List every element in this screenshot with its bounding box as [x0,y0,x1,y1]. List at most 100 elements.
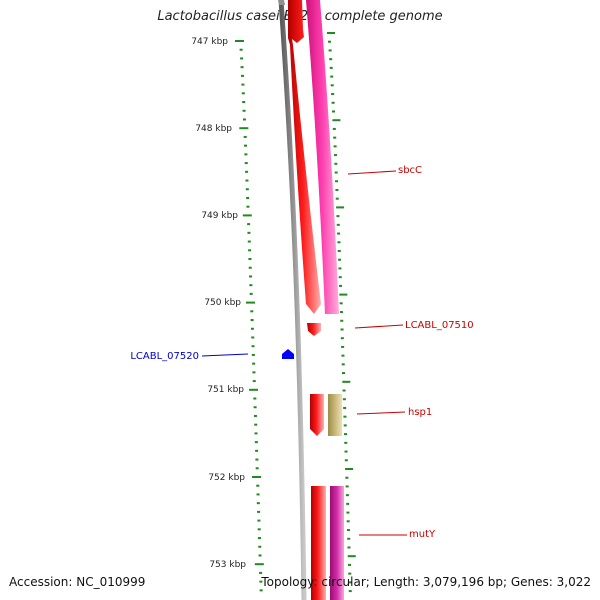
outer-ruler-tick [341,363,345,366]
inner-ruler-tick [255,449,259,452]
outer-ruler-major-tick [327,32,335,34]
outer-ruler-tick [339,311,343,314]
gene-mutY-red-block[interactable] [311,486,326,600]
outer-ruler-tick [340,337,344,340]
inner-ruler-tick [251,336,255,339]
inner-ruler-tick [242,109,246,112]
outer-ruler-tick [338,276,342,279]
outer-ruler-tick [340,328,344,331]
inner-ruler-tick [259,571,263,574]
label-hsp1[interactable]: hsp1 [408,407,432,418]
outer-ruler-tick [328,49,332,52]
outer-ruler-tick [339,302,343,305]
outer-ruler-tick [331,101,335,104]
outer-ruler-tick [347,563,351,566]
inner-ruler-tick [250,310,254,313]
inner-ruler-tick [257,519,261,522]
inner-ruler-major-tick [254,563,264,566]
inner-ruler-tick [247,231,251,234]
inner-ruler-tick [252,362,256,365]
inner-ruler-tick [257,528,261,531]
inner-ruler-major-tick [245,301,255,304]
ruler-label-747: 747 kbp [191,37,228,47]
inner-ruler-tick [251,345,255,348]
outer-ruler-tick [327,40,331,43]
inner-ruler-tick [241,83,245,86]
inner-ruler-tick [240,66,244,69]
inner-ruler [235,40,264,592]
outer-ruler-tick [342,389,346,392]
inner-ruler-tick [257,510,261,513]
inner-ruler-tick [254,432,258,435]
outer-ruler-tick [343,424,347,427]
inner-ruler-tick [249,292,253,295]
inner-ruler-tick [244,162,248,165]
inner-ruler-tick [255,467,259,470]
inner-ruler-tick [253,414,257,417]
inner-ruler-tick [245,188,249,191]
inner-ruler-major-tick [235,40,244,42]
inner-ruler-tick [240,74,244,77]
outer-ruler-tick [329,58,333,61]
gene-hsp1-khaki-block[interactable] [328,394,342,436]
inner-ruler-tick [246,205,250,208]
leader-sbcC [347,170,397,175]
inner-ruler-tick [241,92,245,95]
gene-hsp1-red-arrow[interactable] [310,394,324,436]
inner-ruler-tick [258,545,262,548]
ruler-labels: 747 kbp 748 kbp 749 kbp 750 kbp 751 kbp … [191,37,246,570]
gene-LCABL_07520-arrow[interactable] [282,349,294,359]
inner-ruler-tick [243,135,247,138]
inner-ruler-tick [250,319,254,322]
inner-ruler-tick [248,249,252,252]
leader-hsp1 [356,411,406,415]
leader-LCABL_07510 [354,324,404,329]
label-sbcC[interactable]: sbcC [398,165,422,176]
inner-ruler-tick [258,554,262,557]
outer-ruler-major-tick [332,119,341,122]
outer-ruler-major-tick [336,206,345,209]
inner-ruler-tick [242,101,246,104]
outer-ruler-tick [335,188,339,191]
inner-ruler-tick [254,423,258,426]
label-LCABL_07520[interactable]: LCABL_07520 [130,351,199,362]
inner-ruler-tick [246,196,250,199]
outer-ruler-tick [335,197,339,200]
inner-ruler-tick [245,170,249,173]
inner-ruler-tick [255,458,259,461]
outer-ruler-tick [347,537,351,540]
inner-ruler-tick [259,589,263,592]
outer-ruler-tick [342,372,346,375]
outer-ruler-tick [341,345,345,348]
outer-ruler-tick [334,162,338,165]
outer-ruler-tick [343,406,347,409]
outer-ruler-tick [330,75,334,78]
outer-ruler-tick [344,450,348,453]
leader-LCABL_07520 [201,353,249,357]
summary-text: Topology: circular; Length: 3,079,196 bp… [261,575,591,589]
outer-ruler-tick [338,258,342,261]
outer-ruler-tick [341,354,345,357]
outer-ruler-tick [346,529,350,532]
inner-ruler-tick [257,537,261,540]
inner-ruler-tick [253,397,257,400]
gene-sbcC-arrow[interactable] [306,0,339,314]
gene-mutY-magenta-block[interactable] [330,486,344,600]
outer-ruler-tick [346,502,350,505]
outer-ruler-tick [330,84,334,87]
outer-ruler-tick [333,136,337,139]
ruler-label-752: 752 kbp [208,473,245,483]
ruler-label-748: 748 kbp [195,124,232,134]
label-mutY[interactable]: mutY [409,529,436,540]
label-LCABL_07510[interactable]: LCABL_07510 [405,320,474,331]
outer-ruler-tick [345,494,349,497]
inner-ruler-tick [251,353,255,356]
gene-red-long-arrow[interactable] [288,0,321,314]
ruler-label-753: 753 kbp [209,560,246,570]
outer-ruler-tick [343,433,347,436]
ruler-label-751: 751 kbp [207,385,244,395]
inner-ruler-tick [245,179,249,182]
gene-LCABL_07510-arrow[interactable] [307,323,321,336]
outer-ruler-tick [344,441,348,444]
